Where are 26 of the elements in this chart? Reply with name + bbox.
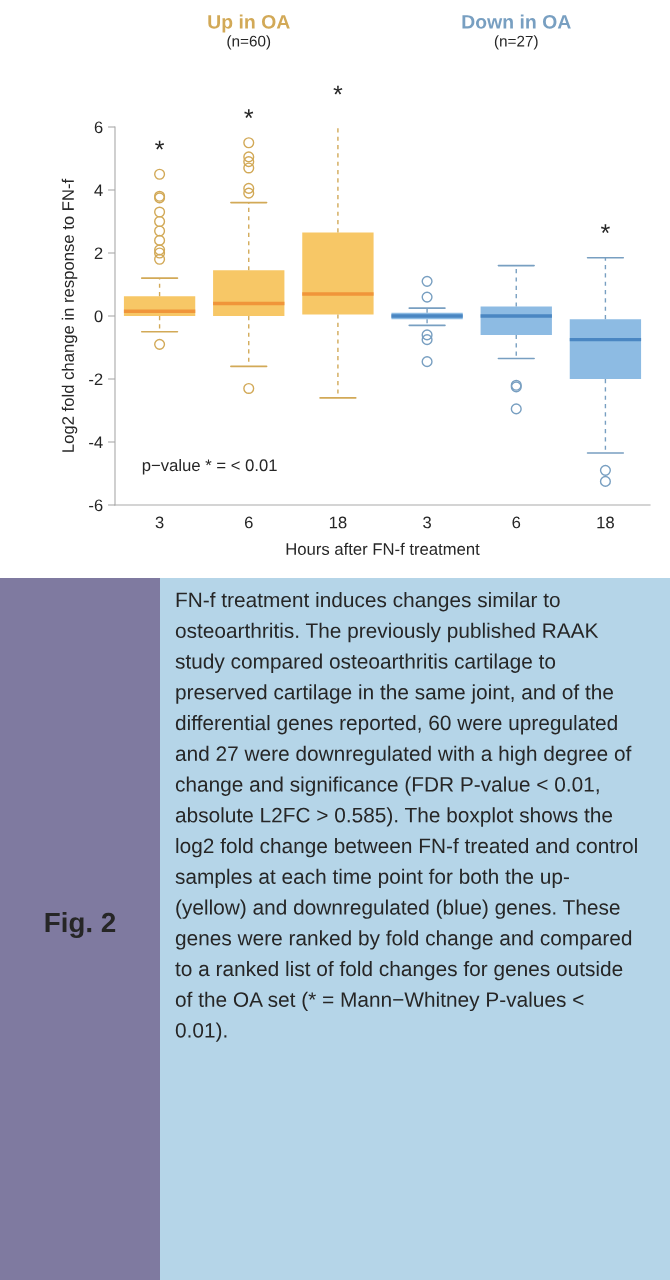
text: (n=60) — [227, 35, 271, 50]
x-tick-label: 18 — [597, 516, 614, 529]
y-tick-label: -6 — [89, 499, 103, 512]
text: * — [244, 109, 254, 119]
text: Down in OA — [462, 14, 571, 29]
x-tick-label: 3 — [155, 516, 164, 529]
text: (n=27) — [494, 35, 538, 50]
annotation: * — [600, 224, 610, 233]
y-tick-label: 6 — [94, 121, 103, 134]
x-tick-label: 18 — [329, 516, 347, 529]
x-tick-label: 3 — [423, 516, 431, 529]
annotation: p−value * = < 0.01 — [142, 458, 277, 475]
y-tick-label: 2 — [94, 247, 103, 260]
x-tick-label: 6 — [244, 516, 253, 529]
annotation: * — [155, 140, 165, 150]
y-axis-title: Log2 fold change in response to FN-f — [61, 178, 78, 452]
text: FN-f treatment induces changes similar to osteoarthritis. The previously published RAAK study compared osteoarthritis cartilage to preserved cartilage in the same joint, and of the differential genes reported, 60 were upregulated and 27 were downregulated with a high degree of change and significance (FDR P-value < 0.01, absolute L2FC > 0.585). The boxplot shows the log2 fold change between FN-f treated and control samples at each time point for both the up- (yellow) and downregulated (blue) genes. These genes were ranked by fold change and compared to a ranked list of fold changes for genes outside of the OA set (* = Mann−Whitney P-values < 0.01). — [175, 592, 637, 1042]
y-tick-label: 4 — [94, 184, 103, 197]
y-tick-label: -4 — [89, 436, 103, 449]
y-tick-label: 0 — [94, 310, 103, 323]
text: Up in OA — [208, 14, 290, 33]
x-tick-label: 6 — [512, 516, 521, 529]
text: * — [333, 85, 343, 95]
caption: Fig. 2 — [45, 911, 116, 939]
x-axis-title: Hours after FN-f treatment — [286, 542, 480, 555]
y-tick-label: -2 — [89, 373, 103, 386]
